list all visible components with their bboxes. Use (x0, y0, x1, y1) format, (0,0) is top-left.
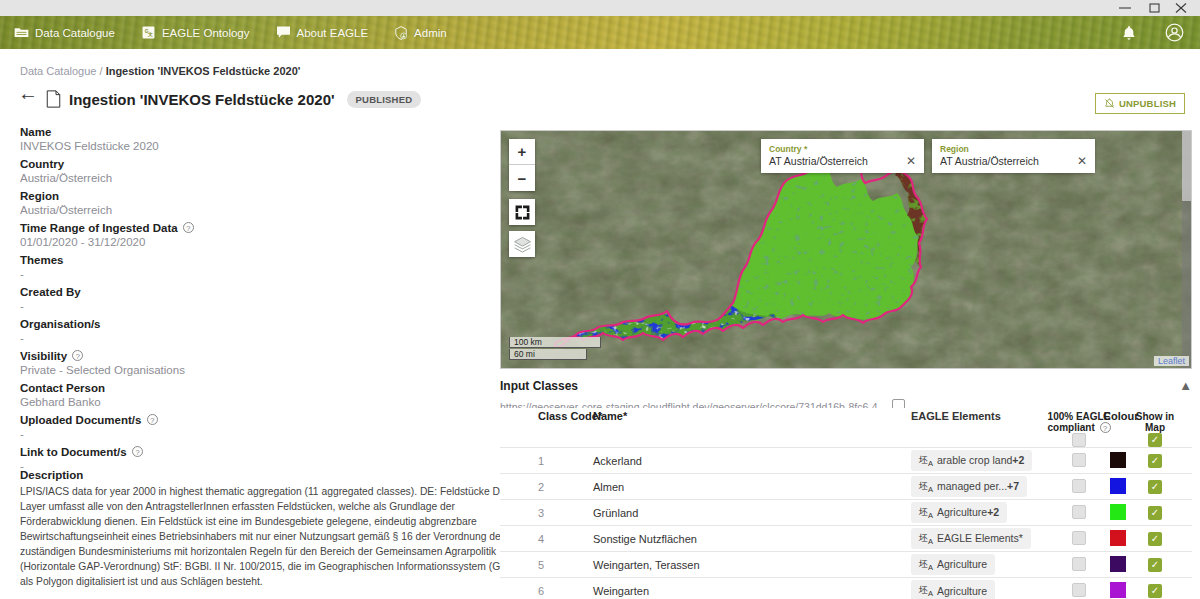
svg-text:文: 文 (147, 31, 153, 37)
